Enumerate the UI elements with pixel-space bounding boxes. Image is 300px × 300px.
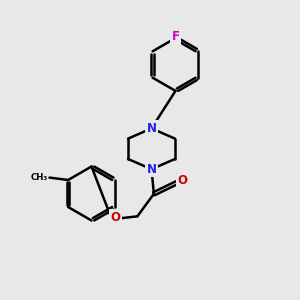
Text: N: N (146, 163, 157, 176)
Text: N: N (146, 122, 157, 135)
Text: F: F (172, 30, 179, 43)
Text: O: O (178, 174, 188, 188)
Text: O: O (110, 211, 121, 224)
Text: CH₃: CH₃ (31, 172, 48, 182)
